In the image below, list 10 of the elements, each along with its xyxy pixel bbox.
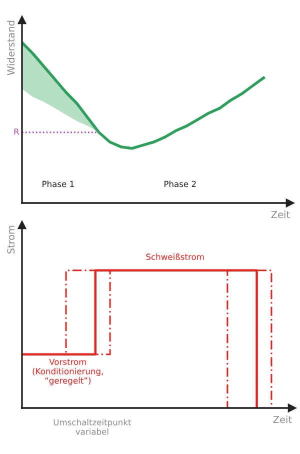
x-axis-title: Zeit (271, 210, 290, 218)
annotation: Vorstrom (Konditionierung, “geregelt”) (32, 358, 103, 386)
y-axis-title: Strom (7, 226, 15, 254)
annotation: Phase 1 (42, 180, 74, 188)
text: Schweißstrom (146, 254, 204, 260)
annotation: Phase 2 (164, 180, 196, 188)
ref-line-label: R (14, 128, 20, 135)
text: Umschaltzeitpunkt variabel (54, 418, 132, 435)
y-axis-title: Widerstand (7, 20, 15, 76)
x-axis-title: Zeit (273, 416, 292, 424)
